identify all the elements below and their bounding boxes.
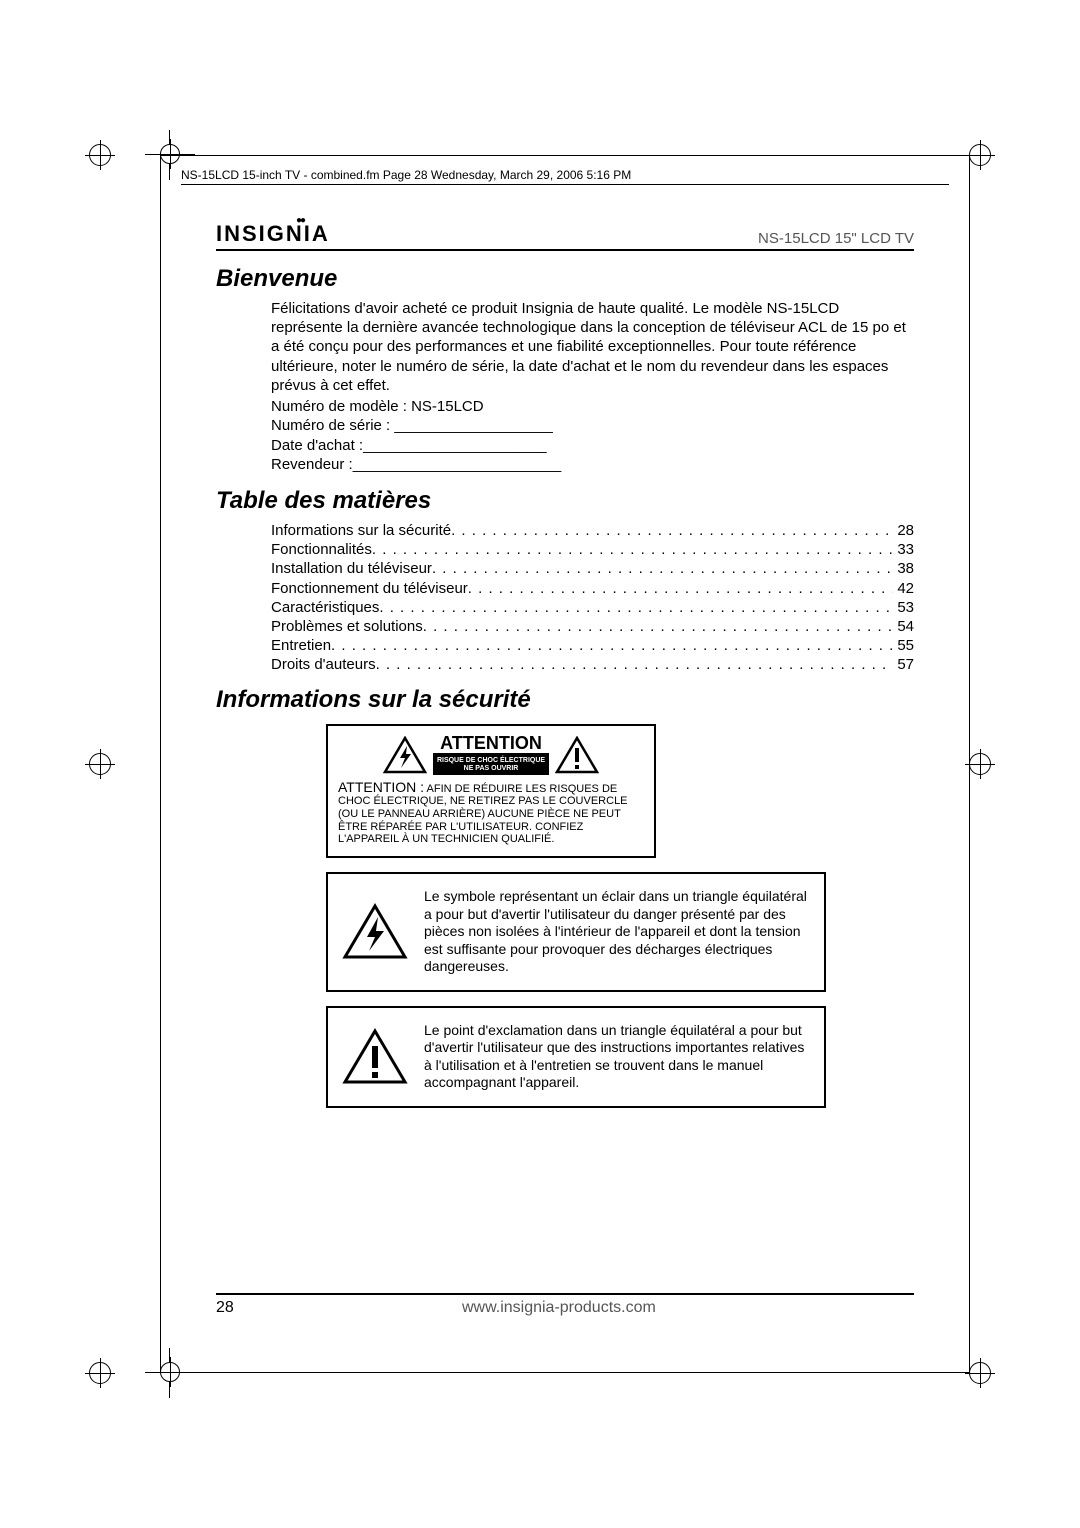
toc-dots: [423, 617, 894, 636]
toc-row: Caractéristiques 53: [271, 598, 914, 617]
toc-row: Problèmes et solutions 54: [271, 617, 914, 636]
toc-row: Informations sur la sécurité 28: [271, 521, 914, 540]
toc-row: Installation du téléviseur 38: [271, 559, 914, 578]
toc-row: Droits d'auteurs 57: [271, 655, 914, 674]
toc-label: Problèmes et solutions: [271, 617, 423, 636]
toc-page: 38: [893, 559, 914, 578]
page-number: 28: [216, 1299, 234, 1317]
toc-dots: [376, 655, 894, 674]
toc-dots: [372, 540, 893, 559]
toc-dots: [451, 521, 893, 540]
footer-url: www.insignia-products.com: [234, 1299, 884, 1317]
crop-mark: [85, 1358, 115, 1388]
exclaim-triangle-icon: [342, 1028, 408, 1086]
toc-label: Fonctionnement du téléviseur: [271, 579, 468, 598]
toc-page: 55: [893, 636, 914, 655]
exclaim-info-box: Le point d'exclamation dans un triangle …: [326, 1006, 826, 1108]
lightning-triangle-icon: [342, 903, 408, 961]
toc-row: Fonctionnement du téléviseur 42: [271, 579, 914, 598]
crop-mark: [85, 140, 115, 170]
warning-box: ATTENTION RISQUE DE CHOC ÉLECTRIQUENE PA…: [326, 724, 656, 858]
welcome-paragraph: Félicitations d'avoir acheté ce produit …: [271, 299, 914, 395]
lightning-triangle-icon: [383, 736, 427, 774]
toc-dots: [379, 598, 893, 617]
attention-strip: ATTENTION RISQUE DE CHOC ÉLECTRIQUENE PA…: [338, 734, 644, 774]
logo-dots-icon: ●●: [296, 215, 304, 226]
toc-page: 42: [893, 579, 914, 598]
brand-text: INSIGNIA: [216, 221, 330, 246]
lightning-info-box: Le symbole représentant un éclair dans u…: [326, 872, 826, 992]
product-name: NS-15LCD 15" LCD TV: [758, 230, 914, 247]
brand-logo: INSIGNIA ●●: [216, 221, 330, 247]
toc-page: 33: [893, 540, 914, 559]
toc-dots: [331, 636, 893, 655]
page-frame: NS-15LCD 15-inch TV - combined.fm Page 2…: [160, 155, 970, 1373]
exclaim-info-text: Le point d'exclamation dans un triangle …: [424, 1022, 810, 1092]
model-line: Numéro de modèle : NS-15LCD: [271, 397, 914, 417]
toc-label: Entretien: [271, 636, 331, 655]
toc-label: Informations sur la sécurité: [271, 521, 451, 540]
page-meta: NS-15LCD 15-inch TV - combined.fm Page 2…: [181, 168, 949, 185]
lightning-info-text: Le symbole représentant un éclair dans u…: [424, 888, 810, 976]
serial-line: Numéro de série : ___________________: [271, 416, 914, 436]
exclaim-triangle-icon: [555, 736, 599, 774]
attention-title: ATTENTION: [433, 734, 549, 755]
toc-page: 54: [893, 617, 914, 636]
toc-row: Entretien 55: [271, 636, 914, 655]
toc-label: Droits d'auteurs: [271, 655, 376, 674]
date-line: Date d'achat :______________________: [271, 436, 914, 456]
toc-label: Fonctionnalités: [271, 540, 372, 559]
toc-dots: [468, 579, 894, 598]
header-row: INSIGNIA ●● NS-15LCD 15" LCD TV: [216, 221, 914, 251]
toc-page: 57: [893, 655, 914, 674]
toc-label: Caractéristiques: [271, 598, 379, 617]
toc-row: Fonctionnalités 33: [271, 540, 914, 559]
toc-label: Installation du téléviseur: [271, 559, 432, 578]
dealer-line: Revendeur :_________________________: [271, 455, 914, 475]
content-area: INSIGNIA ●● NS-15LCD 15" LCD TV Bienvenu…: [216, 221, 914, 1317]
heading-toc: Table des matières: [216, 487, 914, 515]
heading-securite: Informations sur la sécurité: [216, 686, 914, 714]
toc-page: 53: [893, 598, 914, 617]
heading-bienvenue: Bienvenue: [216, 265, 914, 293]
toc-list: Informations sur la sécurité28Fonctionna…: [271, 521, 914, 675]
toc-dots: [432, 559, 893, 578]
toc-page: 28: [893, 521, 914, 540]
crop-mark: [85, 749, 115, 779]
attention-body: ATTENTION : AFIN DE RÉDUIRE LES RISQUES …: [338, 779, 644, 846]
attention-sub: RISQUE DE CHOC ÉLECTRIQUENE PAS OUVRIR: [433, 755, 549, 774]
page-footer: 28 www.insignia-products.com: [216, 1293, 914, 1317]
